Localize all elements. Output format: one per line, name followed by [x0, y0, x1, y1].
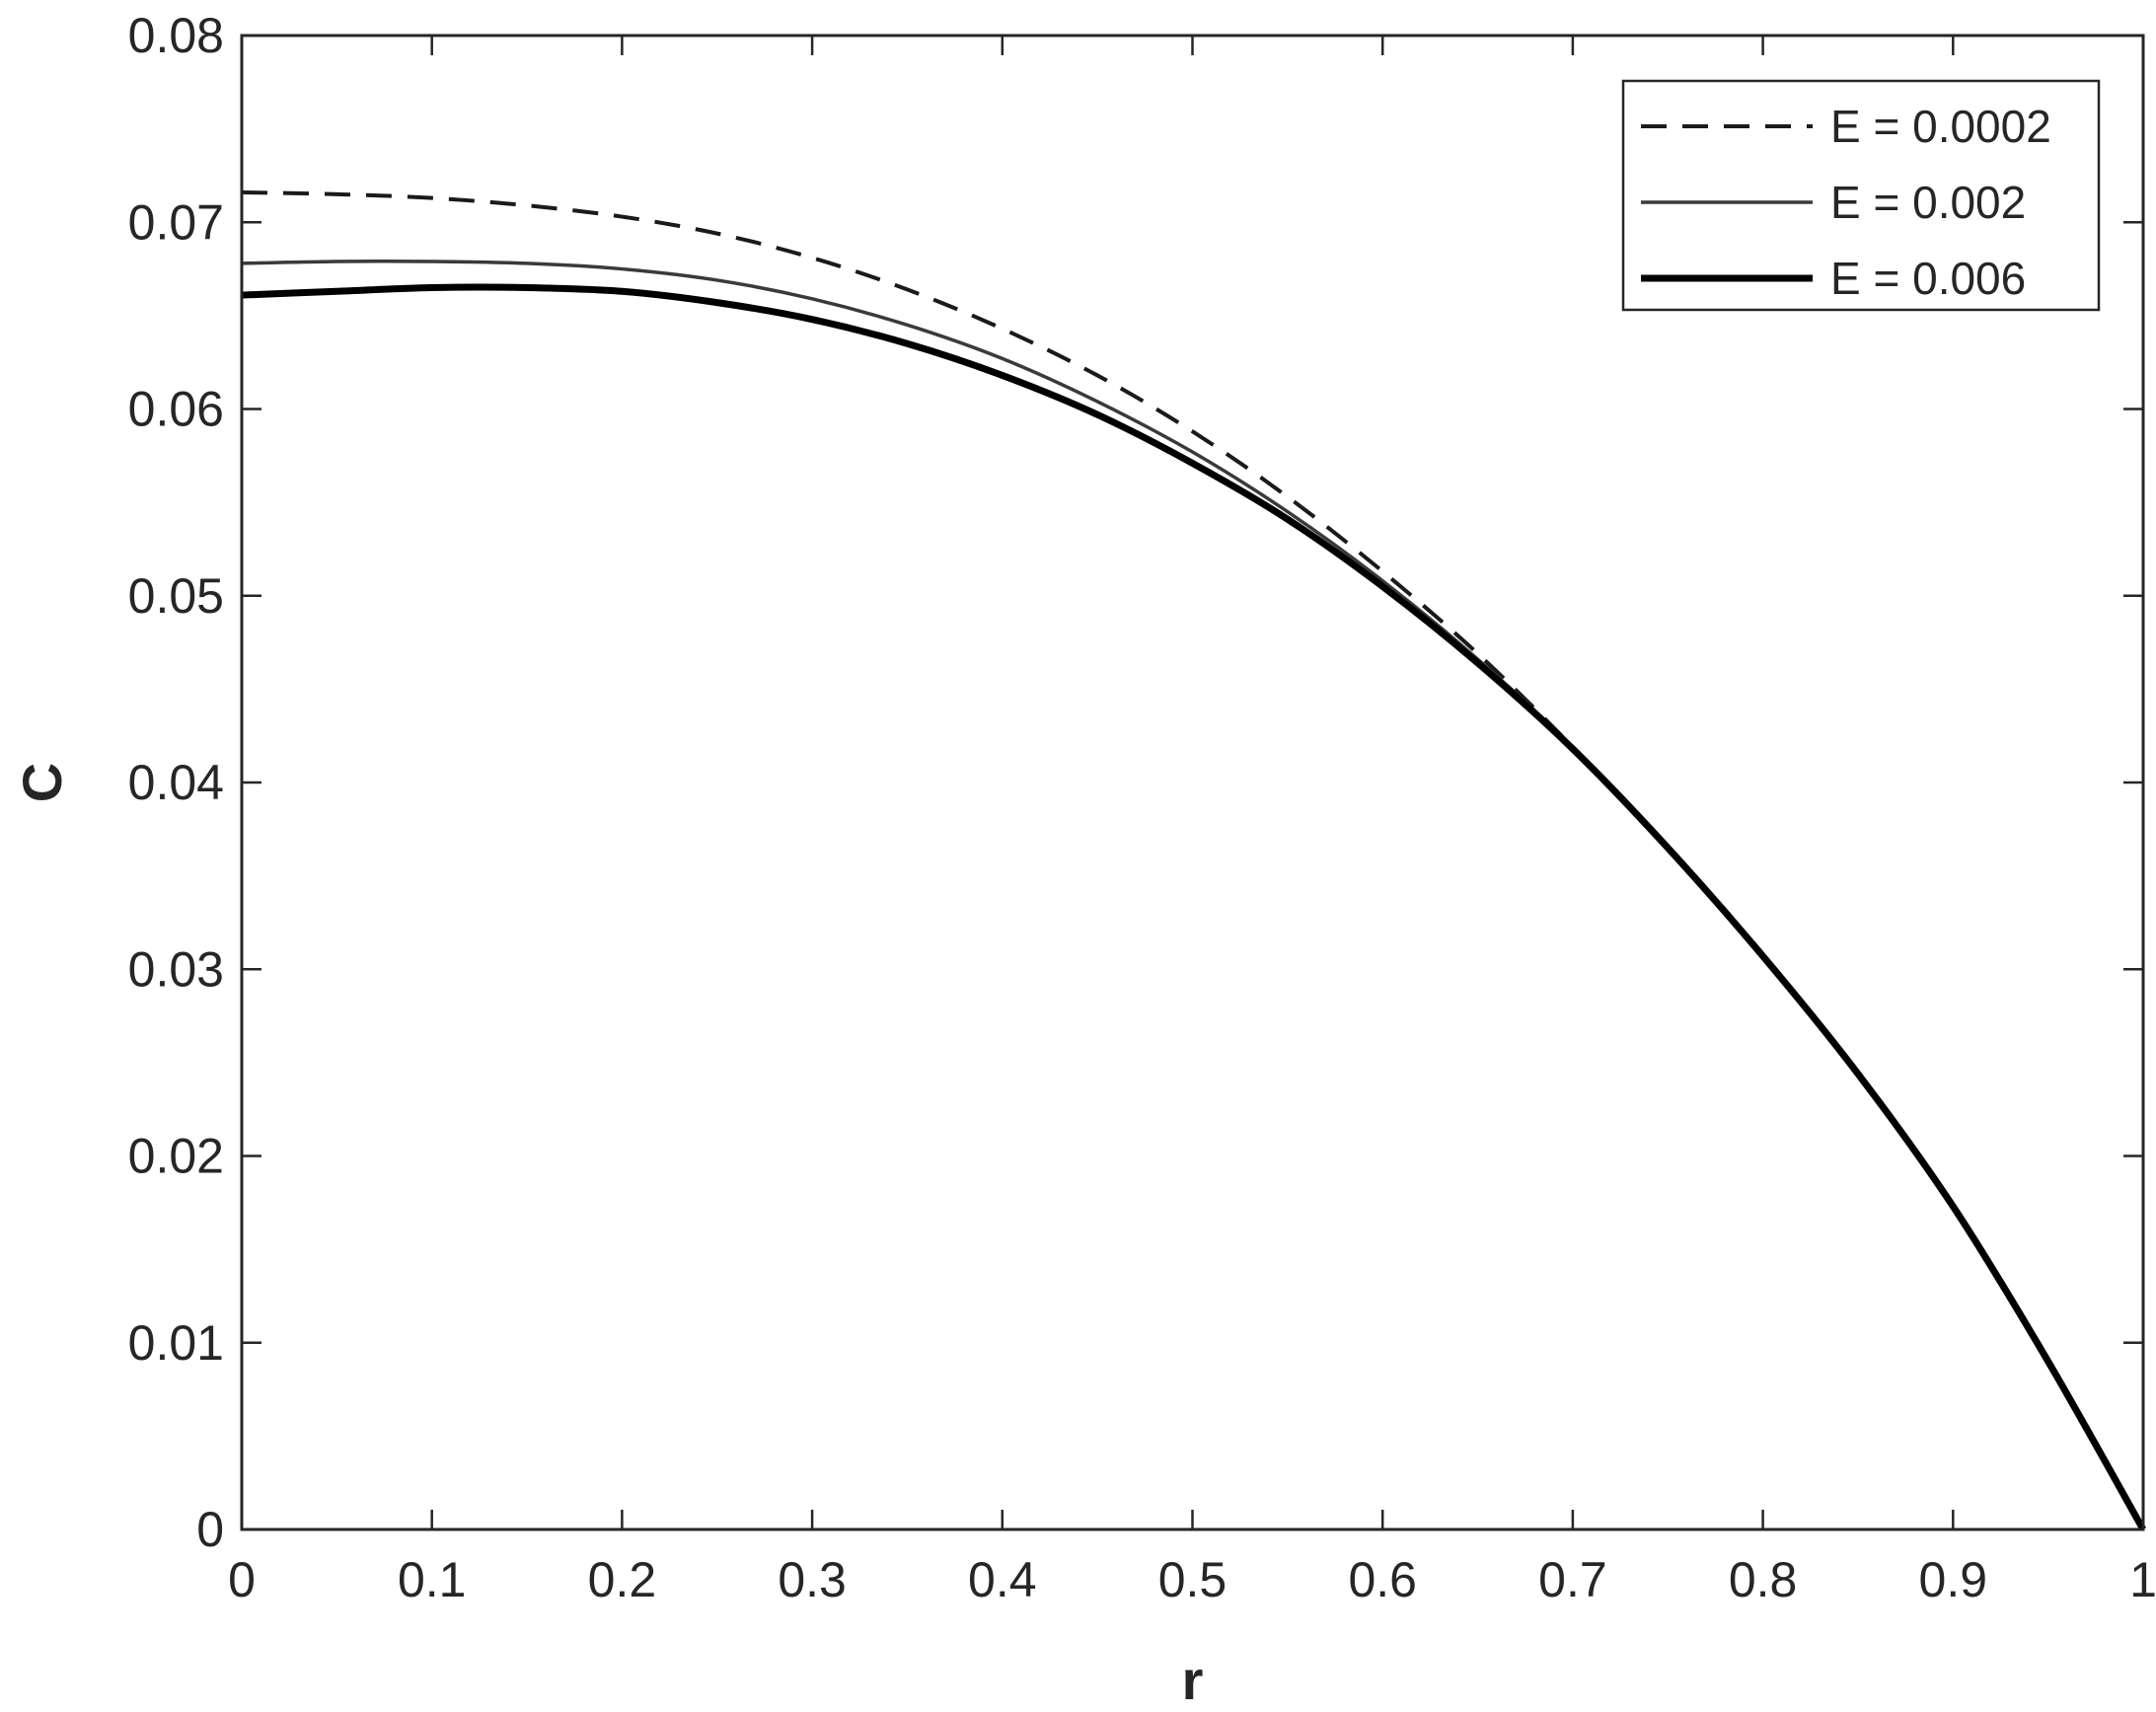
- series-line-3: [241, 283, 2147, 1531]
- x-tick-label: 0.3: [778, 1552, 847, 1607]
- legend: E = 0.0002 E = 0.002 E = 0.006: [1621, 79, 2101, 312]
- series-layer: [241, 189, 2147, 1531]
- y-tick-label: 0.07: [128, 194, 224, 250]
- x-tick-label: 0.9: [1919, 1552, 1988, 1607]
- y-tick-label: 0.05: [128, 568, 224, 624]
- x-tick-label: 0.2: [588, 1552, 657, 1607]
- legend-label-1: E = 0.0002: [1830, 101, 2051, 152]
- x-axis-label: r: [1182, 1649, 1204, 1711]
- y-axis-label: C: [11, 763, 73, 802]
- x-tick-label: 0.6: [1348, 1552, 1417, 1607]
- y-tick-label: 0.06: [128, 382, 224, 437]
- y-tick-label: 0.04: [128, 755, 224, 810]
- legend-label-2: E = 0.002: [1830, 177, 2026, 228]
- y-tick-label: 0: [196, 1502, 224, 1557]
- legend-box: [1621, 79, 2101, 312]
- ticks-layer: 0 0.1 0.2 0.3 0.4 0.5 0.6 0.7 0.8 0.9 1 0 0.01 0.02 0.…: [128, 8, 2156, 1607]
- y-tick-label: 0.02: [128, 1129, 224, 1184]
- x-tick-label: 0.5: [1158, 1552, 1227, 1607]
- series-line-1: [241, 189, 2145, 1530]
- legend-label-3: E = 0.006: [1830, 253, 2026, 304]
- y-tick-label: 0.08: [128, 8, 224, 63]
- y-tick-label: 0.03: [128, 941, 224, 997]
- x-tick-label: 0.8: [1729, 1552, 1798, 1607]
- y-tick-label: 0.01: [128, 1315, 224, 1371]
- x-tick-label: 1: [2129, 1552, 2156, 1607]
- x-tick-label: 0.7: [1538, 1552, 1607, 1607]
- x-tick-label: 0.4: [968, 1552, 1037, 1607]
- x-tick-label: 0.1: [398, 1552, 467, 1607]
- x-tick-label: 0: [228, 1552, 256, 1607]
